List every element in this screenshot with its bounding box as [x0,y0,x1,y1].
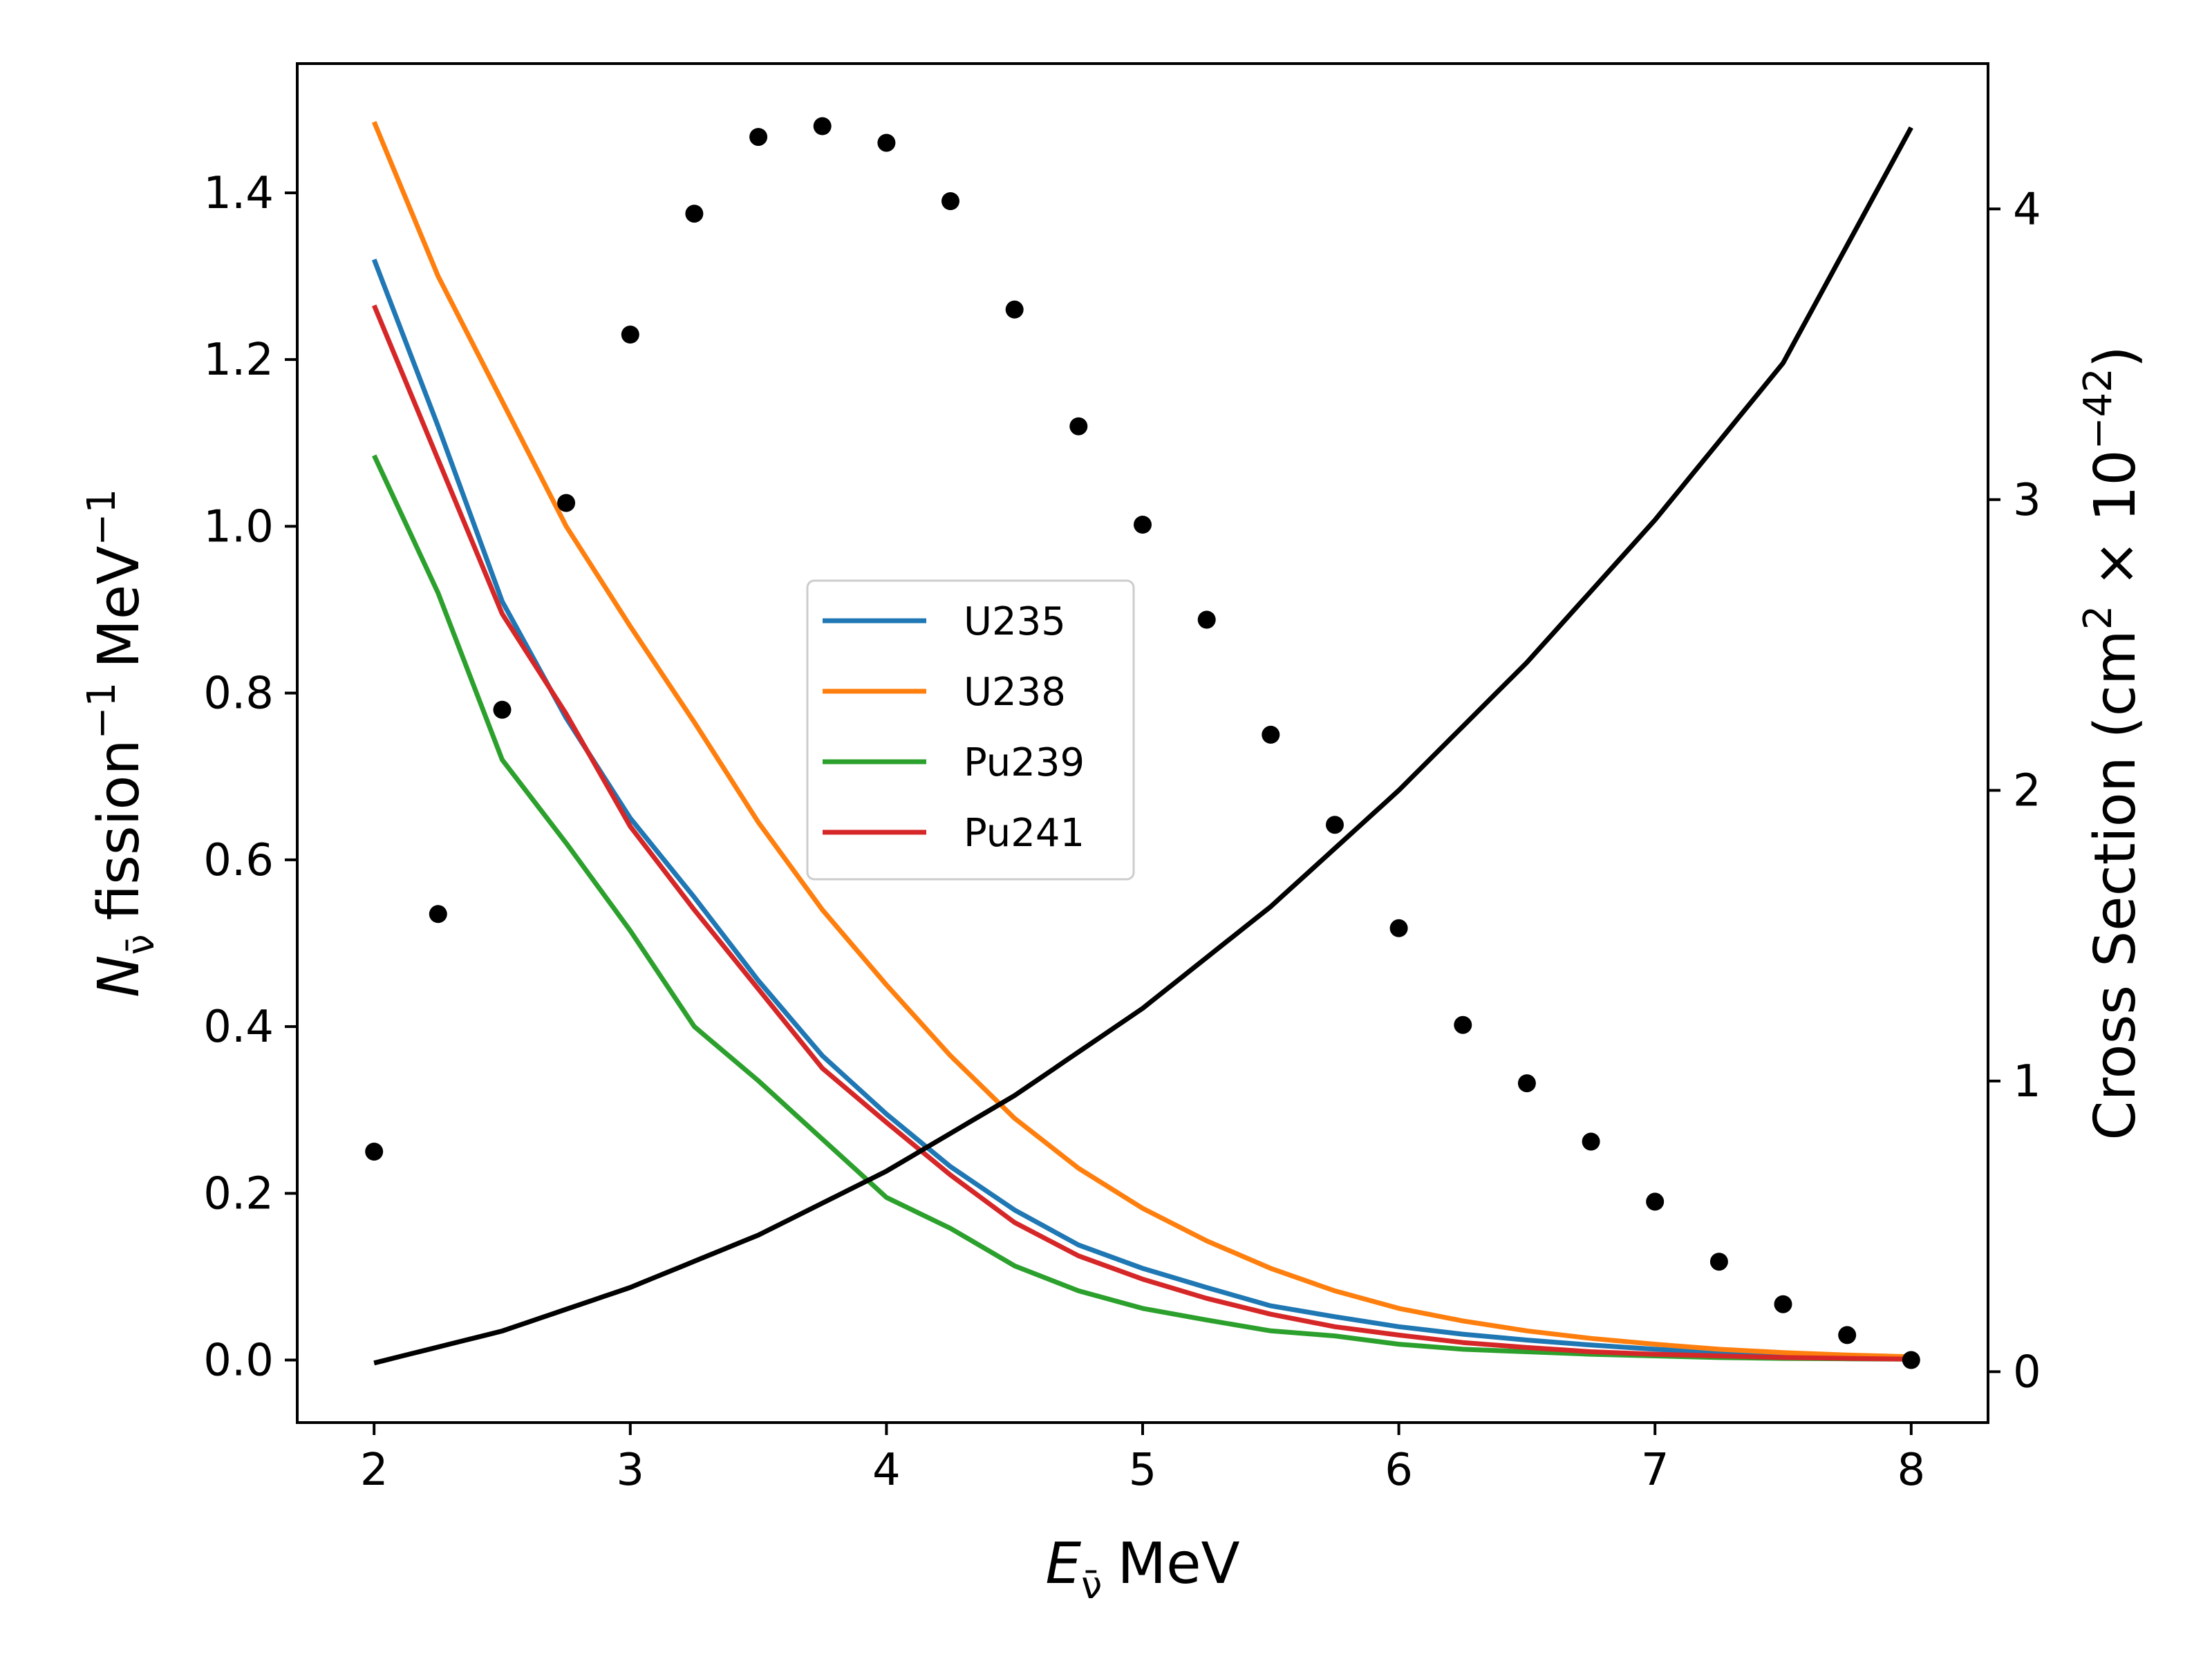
scatter-point [1389,919,1408,937]
scatter-point [1262,725,1280,744]
scatter-point [1838,1326,1857,1344]
scatter-point [621,326,639,344]
scatter-point [1646,1192,1665,1211]
y-right-tick-label: 2 [2013,765,2041,816]
y-axis-right-ticks: 0 1 2 3 4 [1988,184,2041,1398]
legend-label-u238: U238 [964,670,1066,715]
y-axis-left-title: Nν̄fission−1MeV−1 [79,489,162,997]
x-tick-label: 7 [1641,1445,1669,1496]
y-right-tick-label: 3 [2013,475,2041,526]
y-left-tick-label: 0.6 [203,835,274,886]
series-line-pu241 [371,304,1911,1362]
scatter-point [493,700,512,719]
scatter-point [1005,300,1024,319]
scatter-point [1774,1295,1792,1313]
x-tick-label: 4 [872,1445,901,1496]
legend-label-pu241: Pu241 [964,811,1085,856]
series-line-u235 [371,259,1911,1360]
y-left-tick-label: 1.2 [203,335,274,386]
x-tick-label: 5 [1129,1445,1157,1496]
legend-label-u235: U235 [964,599,1066,644]
y-left-tick-label: 1.4 [203,168,274,219]
scatter-point [1134,516,1152,534]
plot-area [365,117,1920,1369]
scatter-point [1902,1351,1920,1369]
scatter-point [1197,610,1216,629]
y-right-tick-label: 4 [2013,184,2041,235]
x-tick-label: 2 [360,1445,388,1496]
y-right-tick-label: 1 [2013,1056,2041,1107]
scatter-point [877,133,896,152]
y-axis-left-ticks: 0.0 0.2 0.4 0.6 0.8 1.0 1.2 1.4 [203,168,297,1387]
y-left-tick-label: 0.2 [203,1168,274,1219]
y-left-tick-label: 1.0 [203,501,274,552]
legend: U235 U238 Pu239 Pu241 [806,579,1135,881]
x-tick-label: 8 [1897,1445,1925,1496]
scatter-point [1517,1074,1536,1093]
x-tick-label: 6 [1385,1445,1413,1496]
scatter-point [557,494,576,512]
scatter-point [749,128,768,147]
x-tick-label: 3 [616,1445,644,1496]
x-axis-title: Eν̄ MeV [1045,1531,1239,1607]
x-axis-ticks: 2 3 4 5 6 7 8 [360,1423,1925,1496]
scatter-point [813,117,832,135]
legend-box [806,579,1135,881]
scatter-point [429,905,447,924]
scatter-point [365,1143,384,1161]
y-axis-right-title: Cross Section (cm2 × 10−42) [2076,346,2148,1141]
y-left-tick-label: 0.0 [203,1335,274,1387]
y-right-tick-label: 0 [2013,1347,2041,1398]
y-left-tick-label: 0.4 [203,1002,274,1053]
y-left-tick-label: 0.8 [203,668,274,720]
scatter-point [941,192,959,210]
series-line-pu239 [372,454,1911,1362]
scatter-point [1069,417,1088,435]
scatter-point [1582,1132,1600,1151]
scatter-point [685,205,704,223]
series-line-u238 [371,121,1911,1360]
plot-frame [296,62,1989,1424]
legend-label-pu239: Pu239 [964,740,1085,785]
scatter-point [1709,1253,1728,1271]
scatter-point [1326,816,1344,834]
cross-section-curve [373,126,1913,1366]
scatter-point [1454,1015,1472,1034]
